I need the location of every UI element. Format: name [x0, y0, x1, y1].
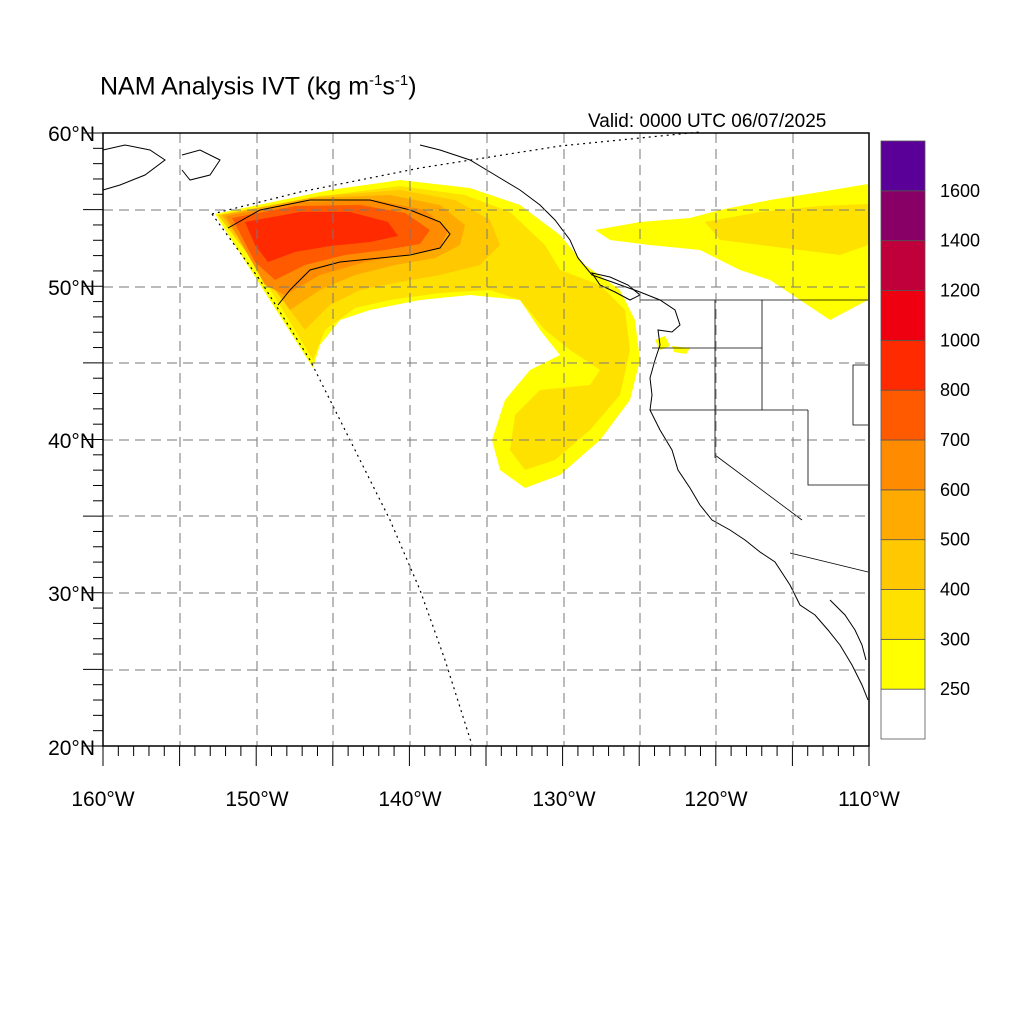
ivt-contour — [227, 199, 451, 306]
lon-label-130: 130°W — [532, 788, 595, 811]
lon-label-110: 110°W — [838, 788, 900, 811]
lon-label-150: 150°W — [225, 788, 288, 811]
graticule — [103, 133, 869, 746]
valid-time-label: Valid: 0000 UTC 06/07/2025 — [588, 111, 827, 132]
colorbar-label: 1400 — [940, 231, 980, 251]
ivt-region-300-east — [705, 204, 868, 255]
lat-label-30: 30°N — [48, 583, 95, 606]
colorbar-label: 250 — [940, 679, 970, 699]
colorbar-label: 1200 — [940, 281, 980, 301]
title-exp2: -1 — [394, 72, 409, 89]
coastlines — [102, 144, 869, 701]
colorbar-swatch — [880, 290, 926, 341]
colorbar-label: 300 — [940, 629, 970, 649]
lon-label-120: 120°W — [684, 788, 747, 811]
coastline-vancouver-island — [590, 272, 641, 301]
title-main: NAM Analysis IVT (kg m — [100, 72, 370, 101]
axis-ticks — [83, 132, 870, 766]
title-mid: s — [382, 72, 395, 101]
lat-axis-labels: 60°N 50°N 40°N 30°N 20°N — [48, 123, 95, 760]
state-borders — [640, 299, 869, 573]
lon-axis-labels: 160°W 150°W 140°W 130°W 120°W 110°W — [71, 788, 900, 811]
colorbar-label: 1000 — [940, 330, 980, 350]
title-tail: ) — [408, 72, 417, 101]
colorbar-swatch — [880, 339, 926, 391]
colorbar-swatch — [880, 240, 926, 291]
colorbar-swatch — [880, 589, 926, 640]
lat-label-20: 20°N — [48, 737, 95, 760]
title-exp1: -1 — [369, 72, 383, 89]
colorbar — [880, 140, 926, 740]
lon-label-160: 160°W — [71, 788, 134, 811]
lat-label-60: 60°N — [48, 123, 95, 146]
colorbar-label: 600 — [940, 480, 970, 500]
colorbar-swatch — [880, 489, 926, 541]
ivt-shaded-field — [215, 180, 870, 488]
lon-label-140: 140°W — [378, 788, 441, 811]
colorbar-swatch — [880, 688, 926, 740]
colorbar-swatch — [880, 389, 926, 441]
domain-boundary — [211, 131, 701, 746]
colorbar-label: 1600 — [940, 181, 980, 201]
colorbar-swatch — [880, 539, 926, 590]
coastline-north-america — [102, 144, 869, 701]
map-title: NAM Analysis IVT (kg m-1s-1) — [100, 72, 417, 101]
colorbar-swatch — [880, 140, 926, 192]
colorbar-swatch — [880, 439, 926, 491]
colorbar-labels: 250 300 400 500 600 700 800 1000 1200 1400 1600 — [940, 181, 980, 699]
colorbar-label: 700 — [940, 430, 970, 450]
colorbar-label: 500 — [940, 530, 970, 550]
ivt-region-250-strip — [655, 336, 690, 354]
colorbar-swatch — [880, 190, 926, 242]
colorbar-swatch — [880, 638, 926, 690]
lat-label-40: 40°N — [48, 430, 95, 453]
colorbar-label: 400 — [940, 580, 970, 600]
ivt-region-800 — [245, 212, 398, 262]
colorbar-label: 800 — [940, 380, 970, 400]
lat-label-50: 50°N — [48, 277, 95, 300]
